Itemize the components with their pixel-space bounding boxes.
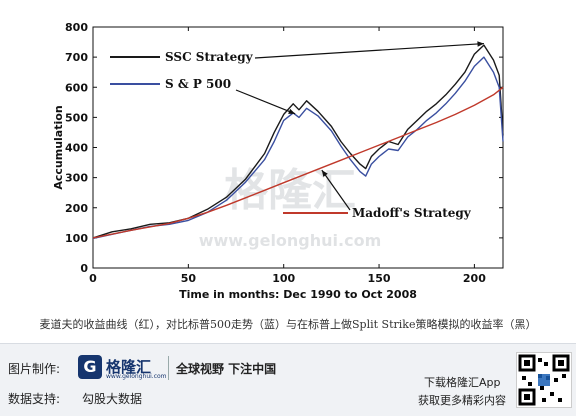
- annotation-label-1: S & P 500: [165, 77, 231, 91]
- y-tick-label: 100: [65, 232, 88, 245]
- annotation-arrow-1: [235, 89, 296, 115]
- annotation-label-0: SSC Strategy: [165, 50, 254, 64]
- y-axis-label: Accumulation: [52, 105, 65, 189]
- made-by-label: 图片制作:: [8, 362, 61, 376]
- chart-annotations: SSC Strategy S & P 500 Madoff's Strategy: [110, 41, 484, 220]
- y-tick-label: 400: [65, 142, 88, 155]
- annotation-arrow-0: [254, 42, 484, 59]
- x-axis-label: Time in months: Dec 1990 to Oct 2008: [179, 288, 417, 301]
- x-tick-label: 200: [463, 272, 486, 285]
- x-tick-label: 150: [368, 272, 391, 285]
- annotation-arrowhead-0: [477, 41, 484, 47]
- annotation-arrowhead-1: [288, 108, 296, 114]
- more-content-label: 获取更多精彩内容: [418, 394, 506, 407]
- data-support-label: 数据支持:: [8, 392, 61, 406]
- x-tick-label: 50: [181, 272, 197, 285]
- footer-divider: [168, 356, 169, 380]
- chart-lines: [92, 44, 504, 240]
- y-tick-label: 300: [65, 172, 88, 185]
- annotation-label-2: Madoff's Strategy: [352, 206, 472, 220]
- y-tick-label: 0: [80, 262, 88, 275]
- download-app-label[interactable]: 下载格隆汇App: [424, 376, 501, 389]
- x-tick-label: 0: [89, 272, 97, 285]
- chart-axes: 0 100 200 300 400 500 600 700 800 0 50 100 150 200 Tim…: [52, 21, 504, 301]
- annotation-arrowhead-2: [321, 170, 328, 177]
- y-tick-label: 600: [65, 81, 88, 94]
- logo-url: www.gelonghui.com: [106, 373, 167, 380]
- logo-name: 格隆汇: [106, 358, 152, 376]
- footer: 图片制作: G 格隆汇 www.gelonghui.com 全球视野 下注中国 …: [0, 343, 576, 416]
- slogan: 全球视野 下注中国: [176, 362, 277, 376]
- y-tick-label: 500: [65, 111, 88, 124]
- x-tick-label: 100: [272, 272, 295, 285]
- logo-mark-icon: G: [78, 355, 102, 379]
- y-tick-label: 700: [65, 51, 88, 64]
- y-tick-label: 800: [65, 21, 88, 34]
- qr-code-icon[interactable]: [516, 352, 572, 408]
- gelonghui-logo: G 格隆汇 www.gelonghui.com: [78, 355, 167, 381]
- data-support-value: 勾股大数据: [82, 392, 143, 406]
- chart-caption: 麦道夫的收益曲线（红），对比标普500走势（蓝）与在标普上做Split Stri…: [39, 318, 537, 331]
- series-line-2: [92, 86, 504, 239]
- y-tick-label: 200: [65, 202, 88, 215]
- watermark-url: www.gelonghui.com: [199, 231, 382, 250]
- annotation-arrow-2: [321, 169, 351, 211]
- watermark: 格隆汇 www.gelonghui.com: [199, 165, 382, 250]
- watermark-text: 格隆汇: [224, 165, 356, 216]
- series-line-0: [92, 44, 504, 239]
